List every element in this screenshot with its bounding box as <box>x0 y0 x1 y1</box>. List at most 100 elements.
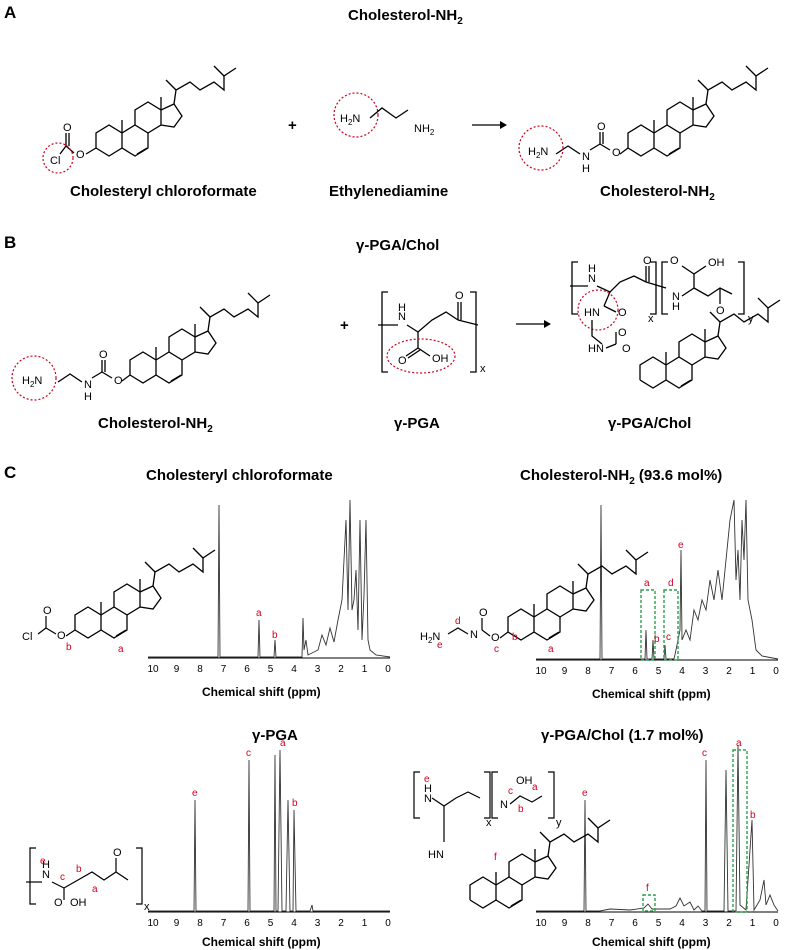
tick-label: 4 <box>679 918 685 929</box>
svg-text:O: O <box>716 305 725 317</box>
structure-cholesteryl-chloroformate: O O Cl <box>42 65 237 174</box>
peak-label-s3-a: a <box>280 738 286 749</box>
tick-label: 5 <box>656 918 662 929</box>
label-product-cholesterol-nh2: Cholesterol-NH2 <box>600 183 715 203</box>
tick-label: 2 <box>338 918 344 929</box>
spectrum-4-title: γ-PGA/Chol (1.7 mol%) <box>541 727 704 744</box>
spectrum-3-title: γ-PGA <box>252 727 298 744</box>
svg-text:O: O <box>398 355 407 367</box>
svg-text:H: H <box>582 163 590 175</box>
svg-text:Cl: Cl <box>50 155 60 167</box>
svg-text:b: b <box>512 632 518 643</box>
label-b-cholesterol-nh2: Cholesterol-NH2 <box>98 415 213 435</box>
svg-text:O: O <box>670 255 679 267</box>
tick-label: 0 <box>773 666 779 677</box>
structure-cholesterol-nh2-a: O O N H H2N <box>518 65 769 175</box>
svg-text:d: d <box>455 616 461 627</box>
svg-text:O: O <box>597 121 606 133</box>
x-axis-spectrum-1: 10 9 8 7 6 5 4 3 2 1 0 <box>147 664 391 675</box>
tick-label: 8 <box>585 666 591 677</box>
svg-text:H2N: H2N <box>22 375 42 389</box>
svg-text:HN: HN <box>584 307 600 319</box>
svg-text:O: O <box>43 605 52 617</box>
svg-text:O: O <box>491 632 500 644</box>
svg-text:N: N <box>500 799 508 811</box>
tick-label: 8 <box>197 918 203 929</box>
xlabel-spectrum-1: Chemical shift (ppm) <box>202 685 321 699</box>
tick-label: 10 <box>147 918 159 929</box>
xlabel-spectrum-4: Chemical shift (ppm) <box>592 935 711 949</box>
nmr-spectrum-gamma-pga <box>148 749 390 913</box>
svg-text:O: O <box>455 290 464 302</box>
svg-text:O: O <box>57 630 66 642</box>
svg-text:OH: OH <box>708 257 725 269</box>
tick-label: 3 <box>315 664 321 675</box>
nh2-text: NH2 <box>414 123 435 137</box>
tick-label: 9 <box>562 918 568 929</box>
structure-spec3: x N H O O OH e c b a <box>26 847 150 913</box>
tick-label: 0 <box>385 664 391 675</box>
peak-label-s4-a: a <box>736 738 742 749</box>
svg-text:c: c <box>60 872 65 883</box>
svg-text:O: O <box>63 122 72 134</box>
tick-label: 7 <box>221 664 227 675</box>
tick-label: 4 <box>291 918 297 929</box>
tick-label: 2 <box>726 666 732 677</box>
svg-text:O: O <box>99 349 108 361</box>
tick-label: 3 <box>703 918 709 929</box>
peak-label-s4-b: b <box>750 810 756 821</box>
peak-label-s2-e: e <box>678 540 684 551</box>
peak-label-s2-a: a <box>644 578 650 589</box>
svg-text:f: f <box>494 852 497 863</box>
structure-cholesterol-nh2-b: O O N H H2N <box>11 292 271 403</box>
tick-label: 2 <box>726 918 732 929</box>
peak-label-s1-a: a <box>256 608 262 619</box>
svg-text:a: a <box>548 644 554 655</box>
svg-text:O: O <box>618 327 627 339</box>
svg-text:x: x <box>486 817 492 829</box>
tick-label: 1 <box>362 664 368 675</box>
svg-text:y: y <box>556 817 562 829</box>
tick-label: 6 <box>632 666 638 677</box>
label-cholesteryl-chloroformate: Cholesteryl chloroformate <box>70 183 257 200</box>
svg-text:N: N <box>84 379 92 391</box>
peak-label-s4-f: f <box>646 883 649 894</box>
plus-sign-a: + <box>288 117 297 134</box>
svg-text:N: N <box>424 793 432 805</box>
svg-text:e: e <box>424 774 430 785</box>
svg-text:H: H <box>672 301 680 313</box>
tick-label: 10 <box>147 664 159 675</box>
svg-text:HN: HN <box>588 343 604 355</box>
svg-text:H: H <box>398 302 406 314</box>
tick-label: 8 <box>197 664 203 675</box>
structure-gamma-pga: x N H O O OH <box>378 290 486 375</box>
tick-label: 9 <box>562 666 568 677</box>
svg-text:e: e <box>40 856 46 867</box>
svg-text:O: O <box>114 375 123 387</box>
svg-text:OH: OH <box>70 897 87 909</box>
svg-text:e: e <box>437 640 443 651</box>
panel-letter-c: C <box>4 463 16 482</box>
structure-ethylenediamine: H2N NH2 <box>333 92 435 138</box>
tick-label: 8 <box>585 918 591 929</box>
svg-text:c: c <box>508 786 513 797</box>
svg-text:O: O <box>113 847 122 859</box>
tick-label: 0 <box>385 918 391 929</box>
svg-text:b: b <box>518 804 524 815</box>
svg-text:O: O <box>479 607 488 619</box>
peak-label-s2-b: b <box>654 634 660 645</box>
x-axis-spectrum-2: 10 9 8 7 6 5 4 3 2 1 0 <box>535 666 779 677</box>
svg-text:OH: OH <box>516 775 533 787</box>
tick-label: 6 <box>244 664 250 675</box>
svg-text:H: H <box>424 783 432 795</box>
peak-label-s2-c: c <box>666 632 671 643</box>
x-axis-spectrum-4: 10 9 8 7 6 5 4 3 2 1 0 <box>535 918 779 929</box>
panel-letter-b: B <box>4 233 16 252</box>
svg-text:H: H <box>588 263 596 275</box>
svg-text:a: a <box>92 884 98 895</box>
structure-spec2: O O N H2N e d c b a <box>420 549 649 655</box>
svg-text:H: H <box>84 391 92 403</box>
nmr-spectrum-gamma-pga-chol <box>536 744 779 913</box>
tick-label: 3 <box>703 666 709 677</box>
